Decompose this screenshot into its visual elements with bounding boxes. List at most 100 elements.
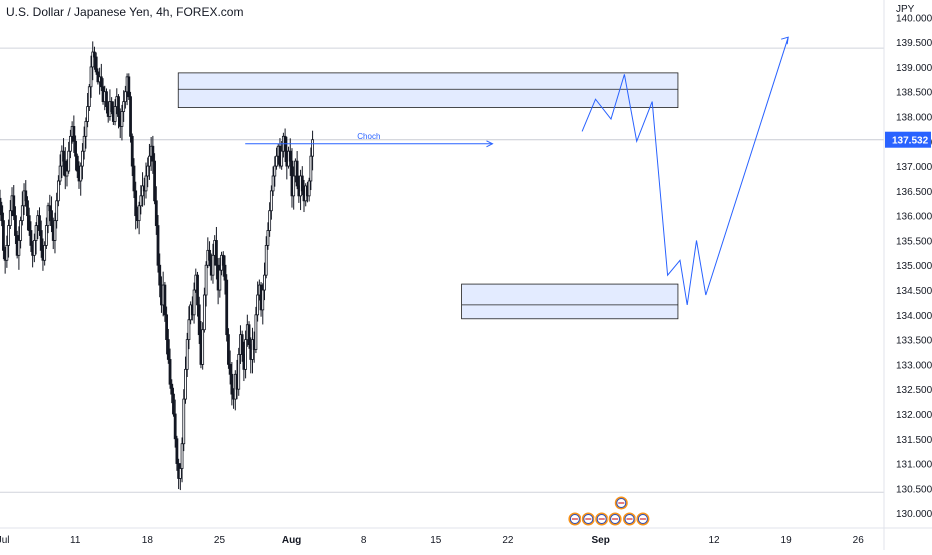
candle-body bbox=[75, 155, 79, 172]
choch-label: Choch bbox=[357, 132, 380, 141]
candle-body bbox=[5, 245, 9, 261]
candle-body bbox=[48, 205, 52, 212]
candle-body bbox=[127, 76, 131, 98]
candle-body bbox=[288, 150, 292, 162]
candle-body bbox=[72, 126, 76, 142]
chart-title: U.S. Dollar / Japanese Yen, 4h, FOREX.co… bbox=[6, 5, 244, 19]
candle-body bbox=[120, 111, 124, 127]
candle-body bbox=[165, 314, 168, 341]
candle-body bbox=[197, 304, 201, 336]
candle-body bbox=[89, 66, 93, 88]
candle-body bbox=[94, 56, 98, 73]
grid-layer bbox=[0, 47, 884, 493]
candle-body bbox=[271, 175, 275, 192]
candle-body bbox=[151, 145, 155, 162]
candle-body bbox=[154, 200, 158, 226]
candle-body bbox=[215, 240, 218, 266]
candle-body bbox=[86, 106, 89, 122]
candle-body bbox=[17, 240, 21, 256]
candle-body bbox=[24, 190, 28, 202]
candle-body bbox=[139, 195, 143, 207]
time-tick-label: 11 bbox=[70, 535, 81, 546]
candle-body bbox=[55, 200, 59, 222]
supply-zone bbox=[177, 72, 679, 108]
time-tick-label: 25 bbox=[214, 535, 226, 546]
candle-body bbox=[110, 101, 114, 112]
candle-body bbox=[175, 438, 179, 464]
candle-body bbox=[237, 354, 241, 390]
zones-layer: Choch bbox=[177, 72, 679, 320]
candle-body bbox=[266, 230, 270, 246]
candle-body bbox=[184, 368, 187, 400]
candle-body bbox=[122, 101, 126, 112]
time-tick-label: 12 bbox=[708, 535, 720, 546]
price-tick-label: 135.000 bbox=[896, 261, 932, 272]
candle-body bbox=[264, 245, 268, 276]
candle-body bbox=[20, 205, 24, 222]
candle-body bbox=[185, 339, 189, 370]
time-tick-label: 19 bbox=[781, 535, 793, 546]
candle-body bbox=[178, 468, 182, 479]
price-tick-label: 139.000 bbox=[896, 63, 932, 74]
price-tick-label: 130.500 bbox=[896, 484, 932, 495]
candle-body bbox=[63, 160, 67, 177]
price-tick-label: 136.500 bbox=[896, 187, 932, 198]
price-tick-label: 139.500 bbox=[896, 38, 932, 49]
candle-body bbox=[19, 220, 23, 241]
candle-body bbox=[309, 155, 313, 182]
candle-body bbox=[240, 334, 244, 355]
candle-body bbox=[307, 180, 311, 197]
candle-body bbox=[211, 254, 215, 276]
price-tick-label: 132.500 bbox=[896, 385, 932, 396]
time-tick-label: Jul bbox=[0, 535, 9, 546]
candle-body bbox=[93, 51, 96, 58]
projection-arrowhead bbox=[781, 36, 789, 45]
candle-body bbox=[280, 150, 284, 167]
price-tick-label: 135.500 bbox=[896, 236, 932, 247]
candle-body bbox=[221, 254, 225, 266]
candle-body bbox=[105, 91, 108, 107]
price-axis-currency: JPY bbox=[896, 4, 915, 15]
candle-body bbox=[69, 135, 72, 152]
time-tick-label: 8 bbox=[361, 535, 367, 546]
candle-body bbox=[113, 106, 117, 122]
demand-zone bbox=[461, 283, 679, 320]
candle-body bbox=[132, 165, 136, 192]
candle-body bbox=[275, 155, 278, 167]
price-tick-label: 140.000 bbox=[896, 13, 932, 24]
candle-body bbox=[204, 264, 208, 296]
current-price-tag bbox=[885, 131, 931, 148]
candle-body bbox=[261, 289, 265, 311]
candle-body bbox=[201, 329, 205, 365]
candle-body bbox=[134, 190, 138, 217]
candle-body bbox=[247, 324, 251, 345]
candle-body bbox=[43, 245, 47, 261]
candle-body bbox=[173, 413, 177, 440]
candle-body bbox=[202, 294, 206, 331]
candle-body bbox=[268, 210, 272, 231]
projection-path bbox=[581, 37, 789, 305]
candle-body bbox=[46, 205, 50, 226]
candle-body bbox=[256, 294, 260, 316]
time-tick-label: Aug bbox=[282, 535, 301, 546]
candle-body bbox=[26, 200, 29, 217]
candle-body bbox=[81, 150, 84, 167]
candle-body bbox=[168, 359, 172, 385]
price-tick-label: 134.000 bbox=[896, 311, 932, 322]
price-tick-label: 133.000 bbox=[896, 360, 932, 371]
candle-body bbox=[12, 195, 16, 217]
current-price-label: 137.532 bbox=[892, 136, 929, 147]
candle-body bbox=[223, 264, 227, 281]
candle-body bbox=[263, 274, 266, 291]
candle-body bbox=[196, 274, 199, 306]
price-tick-label: 138.500 bbox=[896, 88, 932, 99]
badges-layer bbox=[567, 495, 651, 527]
candle-body bbox=[99, 76, 103, 88]
price-tick-label: 131.500 bbox=[896, 435, 932, 446]
candle-body bbox=[192, 289, 196, 316]
price-tick-label: 138.000 bbox=[896, 113, 932, 124]
time-tick-label: 22 bbox=[502, 535, 514, 546]
time-tick-label: 26 bbox=[853, 535, 865, 546]
